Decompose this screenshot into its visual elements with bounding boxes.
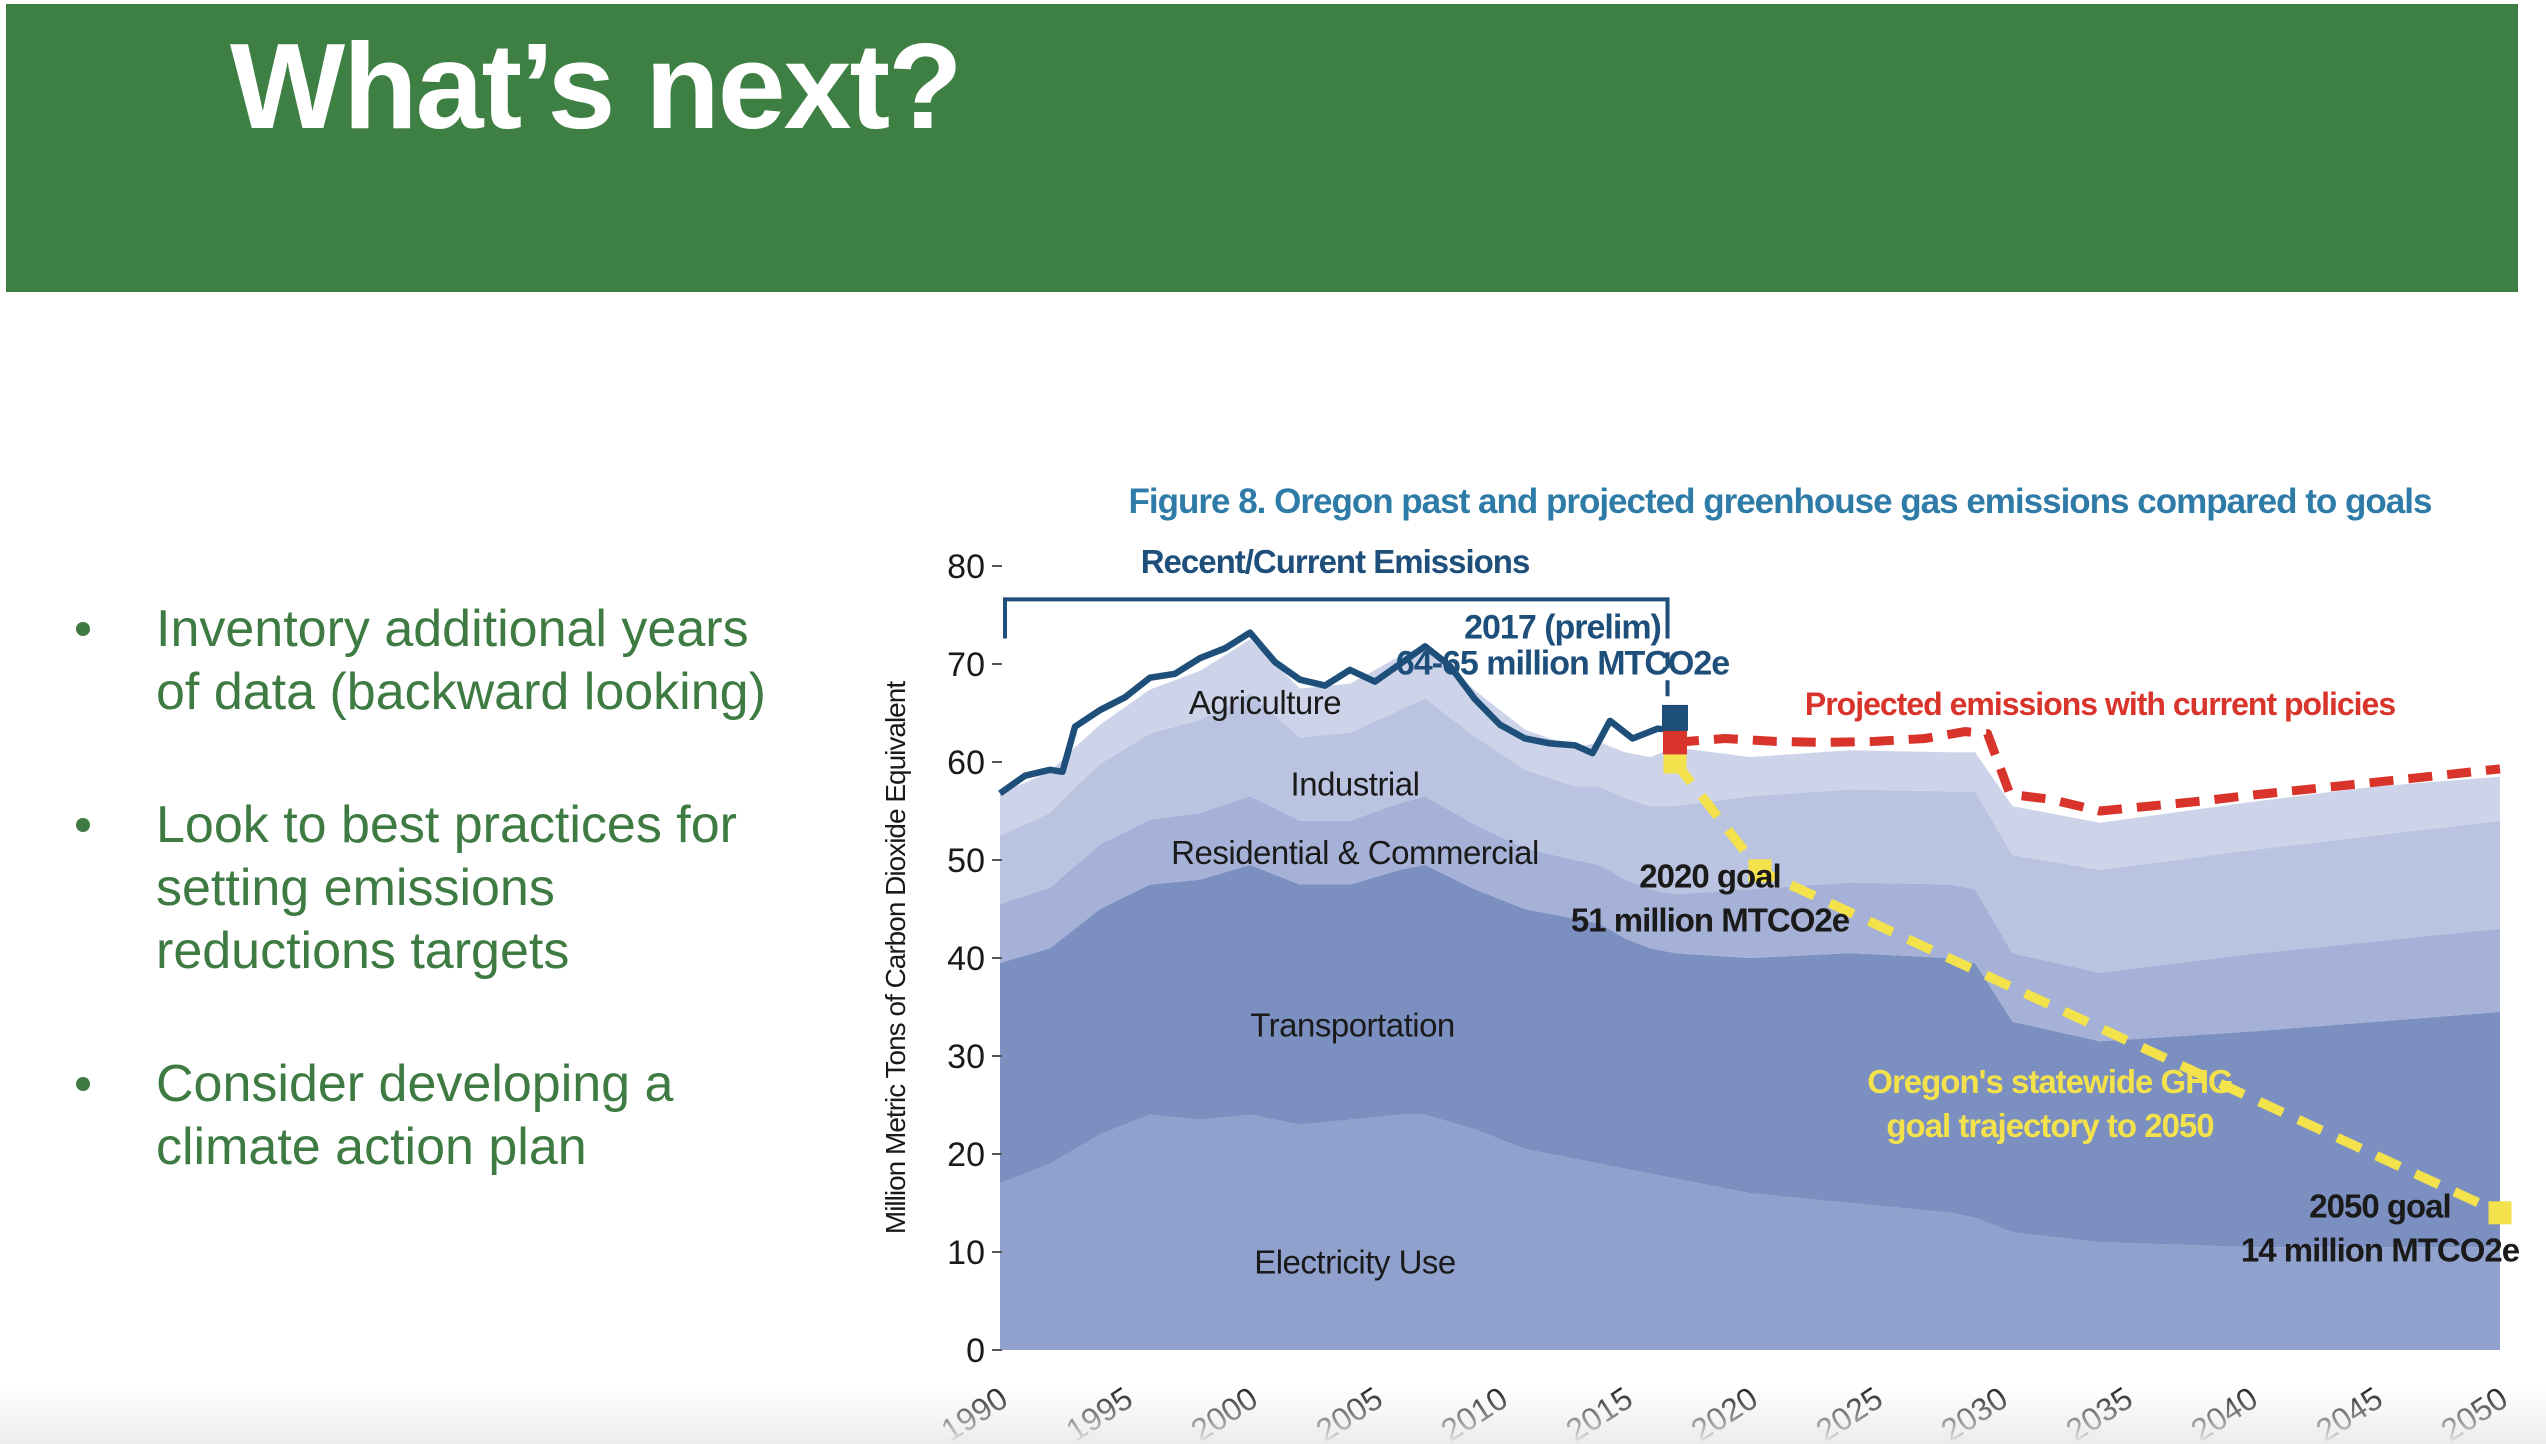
bullet-item: Inventory additional years of data (back… <box>68 598 768 724</box>
layer-label-electricity-use: Electricity Use <box>1254 1244 1456 1281</box>
bullet-dot-icon <box>76 622 90 636</box>
recent-emissions-bracket <box>1003 597 1670 639</box>
layer-transportation <box>1000 864 2500 1248</box>
bullet-item: Look to best practices for setting emiss… <box>68 794 768 983</box>
y-tick-label: 20 <box>947 1136 985 1174</box>
layer-agriculture <box>1000 639 2500 870</box>
chart-title: Figure 8. Oregon past and projected gree… <box>1128 482 2433 521</box>
y-tick-label: 50 <box>947 842 985 880</box>
emissions-total-line <box>998 629 1678 797</box>
bottom-gradient <box>0 1386 2546 1444</box>
bullet-text: Consider developing a climate action pla… <box>156 1055 674 1176</box>
y-tick-label: 10 <box>947 1234 985 1272</box>
bullet-item: Consider developing a climate action pla… <box>68 1053 768 1179</box>
projected-emissions-line <box>1674 727 2501 816</box>
bullet-dot-icon <box>76 818 90 832</box>
goal-marker <box>2488 1201 2512 1225</box>
slide-title: What’s next? <box>230 18 963 154</box>
layer-label-transportation: Transportation <box>1250 1006 1455 1043</box>
projected-emissions-label: Projected emissions with current policie… <box>1805 686 2396 722</box>
goal-marker <box>1748 859 1772 883</box>
layer-label-agriculture: Agriculture <box>1189 684 1341 721</box>
marker-2017-estimate <box>1662 704 1688 731</box>
goal-2050-label: 2050 goal <box>2309 1188 2450 1225</box>
recent-current-emissions-label: Recent/Current Emissions <box>1141 543 1530 580</box>
y-axis-title: Million Metric Tons of Carbon Dioxide Eq… <box>880 681 911 1234</box>
goal-2050-label: 14 million MTCO2e <box>2241 1232 2520 1269</box>
y-tick-label: 0 <box>966 1332 985 1370</box>
y-tick-label: 60 <box>947 744 985 782</box>
ghg-trajectory-label: goal trajectory to 2050 <box>1886 1107 2213 1144</box>
prelim-2017-label: 2017 (prelim) <box>1464 609 1661 647</box>
prelim-2017-label: 64-65 million MTCO2e <box>1396 645 1729 683</box>
bullet-text: Look to best practices for setting emiss… <box>156 796 737 980</box>
marker-2017-projection <box>1663 730 1687 755</box>
layer-label-residential-commercial: Residential & Commercial <box>1171 834 1539 871</box>
goal-2020-label: 51 million MTCO2e <box>1571 901 1850 938</box>
title-banner: What’s next? <box>6 4 2518 292</box>
layer-residential-commercial <box>1000 796 2500 1042</box>
y-tick-label: 40 <box>947 940 985 978</box>
bullet-list: Inventory additional years of data (back… <box>68 598 768 1249</box>
ghg-trajectory-label: Oregon's statewide GHG <box>1867 1063 2232 1100</box>
bullet-text: Inventory additional years of data (back… <box>156 600 766 721</box>
y-tick-label: 70 <box>947 646 985 684</box>
layer-label-industrial: Industrial <box>1291 765 1420 802</box>
y-tick-label: 80 <box>947 548 985 586</box>
goal-marker <box>1663 750 1687 774</box>
bullet-dot-icon <box>76 1077 90 1091</box>
y-tick-label: 30 <box>947 1038 985 1076</box>
layer-industrial <box>1000 693 2500 973</box>
layer-electricity-use <box>1000 1114 2500 1350</box>
goal-2020-label: 2020 goal <box>1639 857 1780 894</box>
